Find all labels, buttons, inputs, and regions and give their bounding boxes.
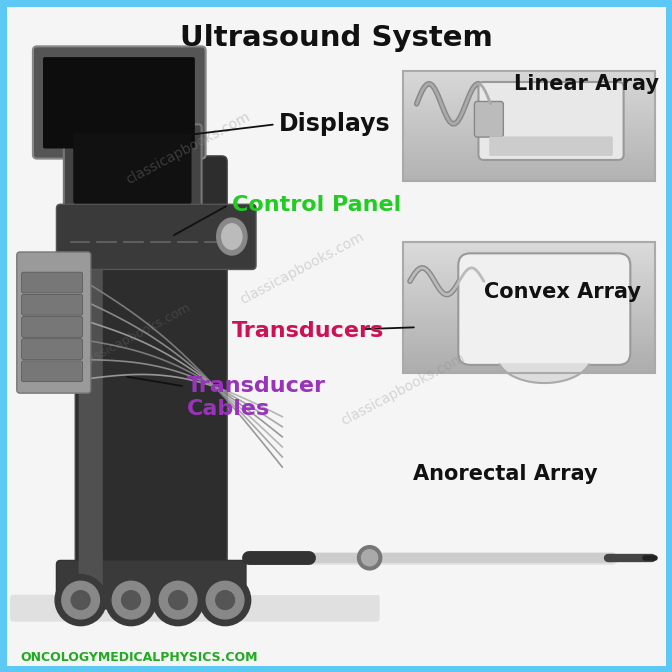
Ellipse shape (222, 224, 242, 249)
Circle shape (159, 581, 197, 619)
FancyBboxPatch shape (64, 124, 202, 212)
Circle shape (216, 591, 235, 610)
FancyBboxPatch shape (33, 46, 206, 159)
Text: Ultrasound System: Ultrasound System (179, 24, 493, 52)
Text: classicapbooks.com: classicapbooks.com (124, 109, 253, 187)
FancyBboxPatch shape (56, 560, 246, 609)
Circle shape (62, 581, 99, 619)
FancyBboxPatch shape (22, 272, 83, 293)
FancyBboxPatch shape (73, 134, 192, 204)
Circle shape (358, 546, 382, 570)
Polygon shape (499, 364, 589, 383)
Circle shape (112, 581, 150, 619)
FancyBboxPatch shape (458, 253, 630, 365)
Text: Control Panel: Control Panel (232, 195, 401, 215)
FancyBboxPatch shape (79, 159, 103, 587)
Circle shape (206, 581, 244, 619)
Text: Convex Array: Convex Array (484, 282, 641, 302)
Text: Anorectal Array: Anorectal Array (413, 464, 598, 484)
Circle shape (55, 575, 106, 626)
FancyBboxPatch shape (22, 361, 83, 382)
Circle shape (362, 550, 378, 566)
FancyBboxPatch shape (10, 595, 380, 622)
FancyBboxPatch shape (474, 101, 503, 137)
Text: Displays: Displays (279, 112, 390, 136)
FancyBboxPatch shape (489, 136, 613, 156)
Circle shape (153, 575, 204, 626)
Circle shape (169, 591, 187, 610)
Text: classicapbooks.com: classicapbooks.com (238, 230, 367, 308)
FancyBboxPatch shape (43, 57, 195, 149)
Circle shape (71, 591, 90, 610)
FancyBboxPatch shape (17, 252, 91, 393)
Text: Transducer
Cables: Transducer Cables (187, 376, 326, 419)
Circle shape (122, 591, 140, 610)
FancyBboxPatch shape (75, 156, 227, 590)
Text: Transducers: Transducers (232, 321, 384, 341)
FancyBboxPatch shape (56, 204, 256, 269)
FancyBboxPatch shape (22, 317, 83, 337)
Circle shape (106, 575, 157, 626)
FancyBboxPatch shape (22, 339, 83, 360)
FancyBboxPatch shape (195, 514, 665, 595)
Text: classicapbooks.com: classicapbooks.com (76, 301, 193, 371)
Text: Linear Array: Linear Array (514, 74, 659, 94)
Text: ONCOLOGYMEDICALPHYSICS.COM: ONCOLOGYMEDICALPHYSICS.COM (20, 651, 257, 664)
FancyBboxPatch shape (22, 294, 83, 315)
Text: classicapbooks.com: classicapbooks.com (339, 351, 468, 429)
Circle shape (200, 575, 251, 626)
FancyBboxPatch shape (478, 82, 624, 160)
Ellipse shape (216, 218, 247, 255)
